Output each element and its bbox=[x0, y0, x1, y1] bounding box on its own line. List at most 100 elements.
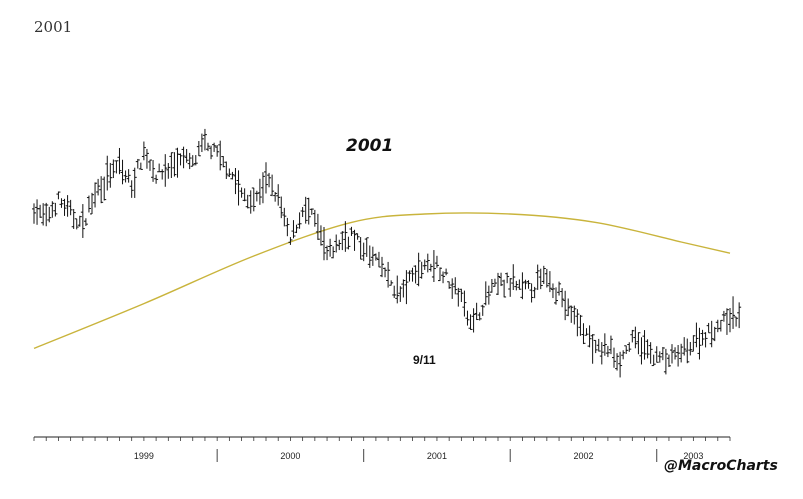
price-bar bbox=[624, 345, 629, 354]
price-bar bbox=[260, 172, 265, 204]
price-bar bbox=[563, 290, 568, 321]
price-bar bbox=[364, 237, 369, 257]
price-bar bbox=[676, 345, 681, 367]
price-bar bbox=[642, 330, 647, 360]
price-bar bbox=[602, 333, 607, 356]
price-bar bbox=[654, 346, 659, 363]
price-bar bbox=[526, 280, 531, 289]
price-bar bbox=[50, 201, 55, 218]
price-bar bbox=[59, 198, 64, 208]
price-bar bbox=[608, 335, 613, 355]
price-bar bbox=[138, 162, 143, 170]
price-bar bbox=[383, 267, 388, 278]
price-bar bbox=[215, 145, 220, 157]
price-bar bbox=[239, 187, 244, 198]
price-bar bbox=[538, 268, 543, 290]
price-bar bbox=[618, 351, 623, 378]
price-bar bbox=[386, 261, 391, 288]
price-bar bbox=[566, 298, 571, 317]
price-bar bbox=[615, 353, 620, 371]
price-bar bbox=[550, 283, 555, 299]
price-bar bbox=[325, 245, 330, 261]
price-bar bbox=[599, 342, 604, 365]
price-bar bbox=[572, 305, 577, 325]
price-bar bbox=[41, 203, 46, 226]
price-bar bbox=[169, 152, 174, 179]
price-bar bbox=[416, 252, 421, 287]
price-bar bbox=[712, 326, 717, 342]
price-bar bbox=[709, 320, 714, 348]
price-bar bbox=[93, 182, 98, 208]
price-bar bbox=[102, 176, 107, 201]
price-bar bbox=[535, 264, 540, 290]
price-bar bbox=[373, 253, 378, 261]
price-bar bbox=[285, 217, 290, 237]
price-bar bbox=[358, 237, 363, 260]
price-bar bbox=[56, 191, 61, 200]
price-bar bbox=[221, 156, 226, 168]
price-bar bbox=[248, 190, 253, 214]
price-bar bbox=[651, 354, 656, 367]
price-bar bbox=[392, 285, 397, 298]
price-bar bbox=[71, 208, 76, 229]
price-bar bbox=[505, 272, 510, 284]
price-bar bbox=[633, 326, 638, 349]
price-bar bbox=[639, 337, 644, 365]
price-bar bbox=[688, 341, 693, 356]
price-bar bbox=[413, 265, 418, 284]
price-bar bbox=[74, 218, 79, 230]
price-bar bbox=[227, 168, 232, 178]
price-bar bbox=[575, 309, 580, 337]
price-bar bbox=[441, 271, 446, 284]
price-bar bbox=[245, 194, 250, 209]
price-bar bbox=[361, 242, 366, 262]
price-bar bbox=[340, 231, 345, 251]
price-bar bbox=[502, 279, 507, 298]
price-bar bbox=[404, 270, 409, 305]
price-bar bbox=[462, 290, 467, 317]
price-bar bbox=[199, 133, 204, 153]
price-bar bbox=[685, 338, 690, 364]
price-bar bbox=[557, 281, 562, 296]
price-bar bbox=[737, 302, 742, 329]
price-bar bbox=[267, 172, 272, 188]
price-bar bbox=[209, 145, 214, 160]
price-bar bbox=[590, 334, 595, 364]
price-bar bbox=[233, 168, 238, 195]
price-bar bbox=[96, 178, 101, 196]
x-tick-label: 2001 bbox=[427, 451, 447, 461]
price-bar bbox=[398, 286, 403, 302]
price-bar bbox=[132, 167, 137, 198]
price-bar bbox=[141, 141, 146, 161]
price-bar bbox=[212, 142, 217, 152]
price-bar bbox=[734, 316, 739, 327]
price-bar bbox=[428, 263, 433, 272]
price-bar bbox=[483, 281, 488, 306]
price-bar bbox=[355, 233, 360, 240]
price-bar bbox=[679, 343, 684, 363]
price-bar bbox=[660, 346, 665, 361]
price-bar bbox=[438, 267, 442, 282]
price-bar bbox=[328, 238, 333, 257]
price-bar bbox=[38, 204, 43, 218]
price-bar bbox=[151, 160, 156, 182]
price-bar bbox=[157, 163, 162, 173]
price-bar bbox=[224, 161, 229, 179]
price-bar bbox=[184, 148, 189, 163]
price-bar bbox=[666, 354, 671, 368]
price-bar bbox=[700, 329, 705, 346]
price-bar bbox=[65, 195, 70, 217]
price-bar bbox=[474, 302, 479, 321]
x-tick-label: 1999 bbox=[134, 451, 154, 461]
price-bar bbox=[523, 279, 528, 290]
price-bar bbox=[144, 148, 149, 169]
price-bar bbox=[154, 174, 159, 184]
price-bar bbox=[129, 180, 134, 198]
price-bar bbox=[605, 345, 610, 358]
price-bar bbox=[389, 280, 394, 286]
price-bar bbox=[554, 287, 558, 305]
price-bar bbox=[276, 184, 281, 206]
price-bar bbox=[496, 272, 500, 295]
price-bar bbox=[44, 202, 49, 227]
price-bar bbox=[612, 347, 616, 368]
